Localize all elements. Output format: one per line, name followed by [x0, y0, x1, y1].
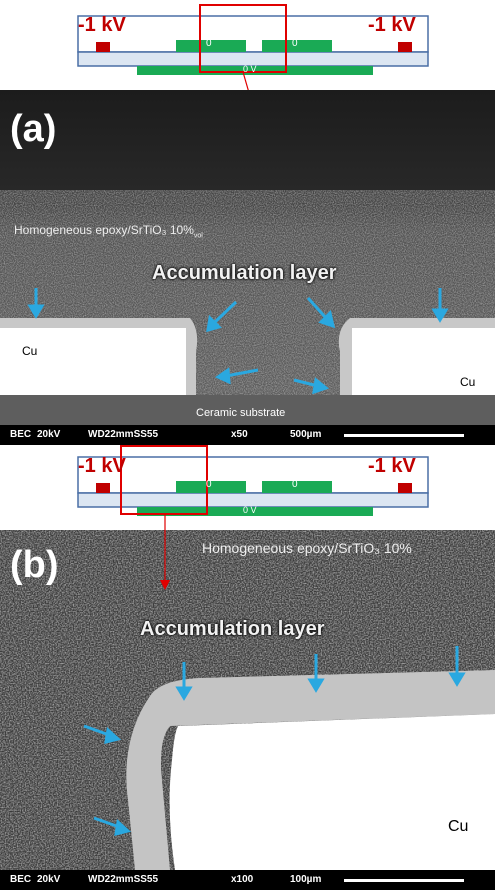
- material-label-b: Homogeneous epoxy/SrTiO₃ 10%: [202, 540, 412, 556]
- cu-label-b: Cu: [448, 818, 469, 835]
- info-mode-b: BEC: [10, 874, 32, 885]
- info-mode-a: BEC: [10, 429, 32, 440]
- electrode-label-1: 0: [206, 38, 212, 49]
- substrate-label: Ceramic substrate: [196, 407, 286, 419]
- cu-left-electrode: [0, 328, 186, 395]
- material-text-a: Homogeneous epoxy/SrTiO₃ 10%: [14, 223, 194, 237]
- sem-b-svg: [0, 530, 495, 870]
- sem-info-bar-a: BEC 20kV WD22mmSS55 x50 500µm: [0, 425, 495, 445]
- panel-label-a: (a): [10, 108, 57, 150]
- center-electrode-b-2: [262, 481, 332, 493]
- material-subscript-a: vol: [193, 232, 203, 240]
- ground-label-b: 0 V: [243, 505, 257, 515]
- left-voltage-label-b: -1 kV: [78, 455, 126, 477]
- accumulation-label-a: Accumulation layer: [152, 262, 337, 284]
- cu-right-label: Cu: [460, 375, 476, 389]
- right-electrode-b: [398, 483, 412, 493]
- info-scale-a: 500µm: [290, 429, 322, 440]
- scale-bar-b: [344, 879, 464, 882]
- zoom-arrowhead-b: [160, 580, 170, 590]
- scale-bar-a: [344, 434, 464, 437]
- info-wd-b: WD22mmSS55: [88, 874, 159, 885]
- sem-image-b: (b) Homogeneous epoxy/SrTiO₃ 10% Accumul…: [0, 530, 495, 870]
- right-voltage-label-b: -1 kV: [368, 455, 416, 477]
- sem-image-a: (a) Homogeneous epoxy/SrTiO₃ 10%vol Accu…: [0, 90, 495, 425]
- info-mag-a: x50: [231, 429, 248, 440]
- substrate-outline: [77, 15, 429, 53]
- ground-electrode-b: [137, 507, 373, 516]
- info-kv-a: 20kV: [37, 429, 61, 440]
- accumulation-band-b: [126, 670, 495, 870]
- center-electrode-2: [262, 40, 332, 52]
- sem-info-bar-b: BEC 20kV WD22mmSS55 x100 100µm: [0, 870, 495, 890]
- electrode-label-b-2: 0: [292, 479, 298, 490]
- cu-right-electrode: [352, 328, 495, 395]
- diagram-b-svg: [77, 445, 429, 530]
- info-wd-a: WD22mmSS55: [88, 429, 159, 440]
- panel-label-b: (b): [10, 544, 59, 586]
- left-electrode-b: [96, 483, 110, 493]
- cu-left-label: Cu: [22, 344, 38, 358]
- ground-label: 0 V: [243, 64, 257, 74]
- electrode-label-b-1: 0: [206, 479, 212, 490]
- right-voltage-label: -1 kV: [368, 14, 416, 36]
- material-label-a: Homogeneous epoxy/SrTiO₃ 10%vol: [14, 223, 203, 239]
- center-electrode-b-1: [176, 481, 246, 493]
- ground-electrode: [137, 66, 373, 75]
- info-scale-b: 100µm: [290, 874, 322, 885]
- zoom-frame-b: [120, 445, 208, 515]
- right-electrode: [398, 42, 412, 52]
- cu-electrode-b: [169, 714, 495, 870]
- sem-a-svg: [0, 90, 495, 425]
- electrode-diagram-a: -1 kV -1 kV 0 0 0 V: [0, 0, 495, 149]
- diagram-a-svg: [77, 4, 429, 149]
- info-mag-b: x100: [231, 874, 254, 885]
- substrate-outline-b: [77, 456, 429, 494]
- accumulation-label-b: Accumulation layer: [140, 618, 325, 640]
- electrode-diagram-b: -1 kV -1 kV 0 0 0 V: [0, 445, 495, 530]
- left-voltage-label: -1 kV: [78, 14, 126, 36]
- ceramic-substrate: [0, 395, 495, 425]
- electrode-label-2: 0: [292, 38, 298, 49]
- left-electrode: [96, 42, 110, 52]
- center-electrode-1: [176, 40, 246, 52]
- info-kv-b: 20kV: [37, 874, 61, 885]
